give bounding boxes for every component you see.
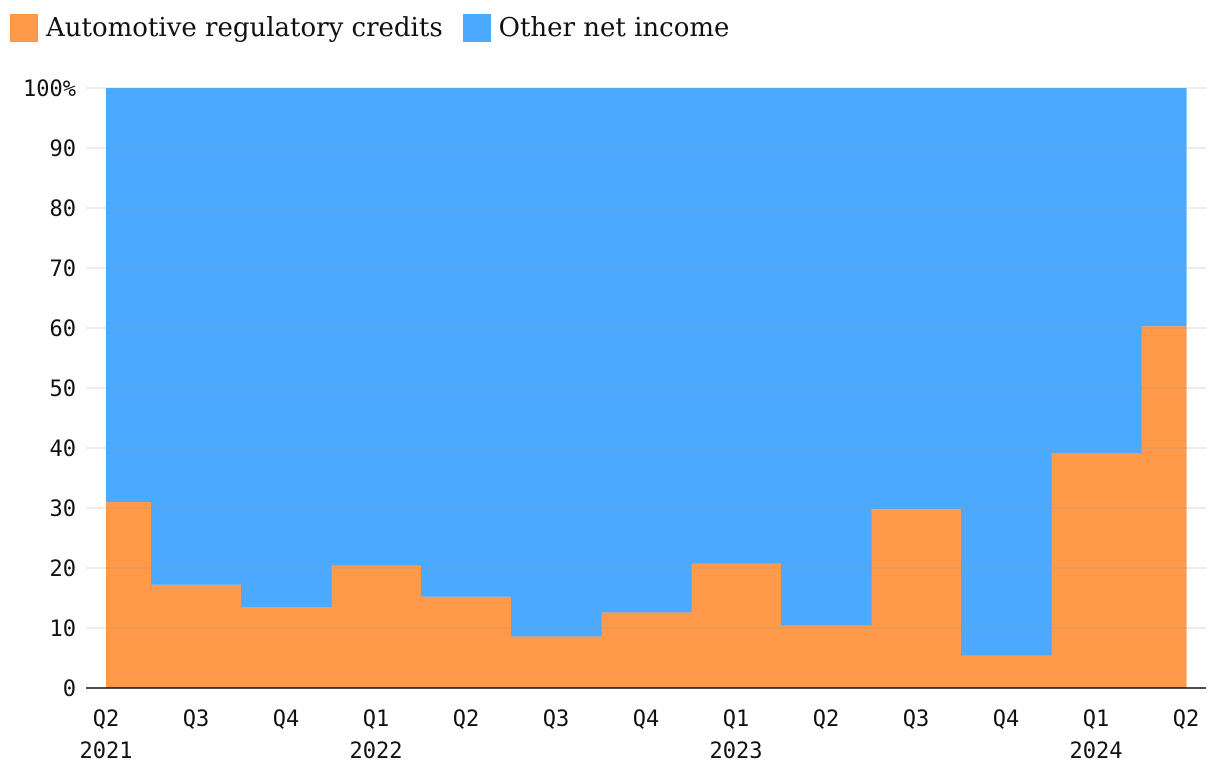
legend-swatch-other-net-income <box>462 14 491 42</box>
area-segment-automotive-regulatory-credits <box>1051 453 1142 688</box>
area-segment-automotive-regulatory-credits <box>241 607 332 688</box>
x-year-label: 2023 <box>710 739 763 764</box>
y-axis: 0 10 20 30 40 50 60 70 80 90 100% <box>23 77 76 702</box>
x-tick-label: Q2 <box>813 707 840 732</box>
x-year-label: 2021 <box>80 739 133 764</box>
x-year-label: 2024 <box>1070 739 1123 764</box>
area-segment-other-net-income <box>241 88 332 607</box>
series-other-net-income <box>106 88 1187 656</box>
series-automotive-regulatory-credits <box>106 326 1187 688</box>
area-segment-other-net-income <box>601 88 692 613</box>
area-segment-other-net-income <box>151 88 242 585</box>
legend: Automotive regulatory credits Other net … <box>10 10 749 46</box>
area-segment-automotive-regulatory-credits <box>511 636 602 688</box>
area-segment-automotive-regulatory-credits <box>106 502 152 688</box>
area-segment-other-net-income <box>1141 88 1187 327</box>
x-tick-label: Q1 <box>723 707 750 732</box>
y-tick-label: 50 <box>50 377 77 402</box>
x-tick-label: Q1 <box>363 707 390 732</box>
x-tick-label: Q1 <box>1083 707 1110 732</box>
y-tick-label: 70 <box>50 257 77 282</box>
legend-swatch-regulatory-credits <box>10 14 38 42</box>
x-tick-label: Q4 <box>633 707 660 732</box>
area-segment-other-net-income <box>511 88 602 637</box>
chart-areas <box>106 88 1187 688</box>
area-segment-automotive-regulatory-credits <box>151 584 242 688</box>
x-tick-label: Q3 <box>903 707 930 732</box>
area-segment-other-net-income <box>781 88 872 626</box>
x-tick-label: Q2 <box>453 707 480 732</box>
area-segment-automotive-regulatory-credits <box>1141 326 1187 688</box>
x-tick-label: Q4 <box>273 707 300 732</box>
area-segment-automotive-regulatory-credits <box>331 565 422 688</box>
area-segment-other-net-income <box>421 88 512 597</box>
area-segment-other-net-income <box>961 88 1052 656</box>
area-segment-automotive-regulatory-credits <box>871 509 962 688</box>
area-segment-automotive-regulatory-credits <box>691 563 782 688</box>
area-segment-automotive-regulatory-credits <box>781 625 872 688</box>
legend-item-other-net-income[interactable]: Other net income <box>462 13 730 43</box>
y-tick-label: 60 <box>50 317 77 342</box>
x-tick-label: Q3 <box>183 707 210 732</box>
legend-label-regulatory-credits: Automotive regulatory credits <box>46 13 443 43</box>
y-tick-label: 40 <box>50 437 77 462</box>
area-segment-other-net-income <box>331 88 422 566</box>
legend-item-regulatory-credits[interactable]: Automotive regulatory credits <box>10 13 443 43</box>
area-segment-other-net-income <box>871 88 962 510</box>
y-tick-label: 100% <box>23 77 76 102</box>
y-tick-label: 0 <box>63 677 76 702</box>
gridlines <box>86 87 1206 689</box>
y-tick-label: 20 <box>50 557 77 582</box>
area-segment-other-net-income <box>106 88 152 502</box>
x-year-label: 2022 <box>350 739 403 764</box>
x-tick-label: Q3 <box>543 707 570 732</box>
area-segment-other-net-income <box>691 88 782 564</box>
x-axis: Q2 Q3 Q4 Q1 Q2 Q3 Q4 Q1 Q2 Q3 Q4 Q1 Q2 2021 2022 2023 20… <box>80 707 1200 764</box>
x-tick-label: Q4 <box>993 707 1020 732</box>
legend-label-other-net-income: Other net income <box>498 13 730 43</box>
area-segment-automotive-regulatory-credits <box>961 655 1052 688</box>
area-segment-automotive-regulatory-credits <box>601 612 692 688</box>
y-tick-label: 10 <box>50 617 77 642</box>
area-segment-automotive-regulatory-credits <box>421 596 512 688</box>
area-segment-other-net-income <box>1051 88 1142 454</box>
y-tick-label: 80 <box>50 197 77 222</box>
y-tick-label: 30 <box>50 497 77 522</box>
y-tick-label: 90 <box>50 137 77 162</box>
x-tick-label: Q2 <box>93 707 120 732</box>
x-tick-label: Q2 <box>1173 707 1200 732</box>
